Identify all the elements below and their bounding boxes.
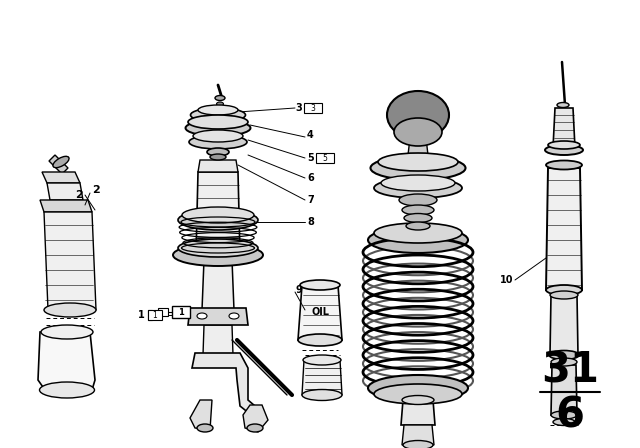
Polygon shape: [298, 285, 342, 340]
Ellipse shape: [191, 108, 246, 122]
Polygon shape: [40, 200, 92, 212]
Ellipse shape: [402, 205, 434, 215]
Ellipse shape: [394, 118, 442, 146]
Ellipse shape: [189, 135, 247, 149]
Polygon shape: [44, 212, 96, 310]
Ellipse shape: [404, 214, 432, 223]
Ellipse shape: [548, 141, 580, 149]
Polygon shape: [49, 155, 68, 174]
Text: 5: 5: [307, 153, 314, 163]
Ellipse shape: [371, 156, 465, 180]
Text: 2: 2: [92, 185, 100, 195]
Text: OIL: OIL: [311, 307, 329, 317]
Text: 3: 3: [295, 103, 301, 113]
Text: 6: 6: [307, 173, 314, 183]
Text: 31: 31: [541, 349, 599, 391]
Ellipse shape: [53, 156, 69, 168]
Polygon shape: [402, 425, 434, 445]
Text: 1: 1: [138, 310, 145, 320]
Ellipse shape: [178, 210, 258, 230]
Ellipse shape: [374, 223, 462, 243]
Polygon shape: [401, 400, 435, 425]
Ellipse shape: [298, 334, 342, 346]
Polygon shape: [42, 172, 80, 183]
Polygon shape: [192, 353, 262, 418]
Ellipse shape: [216, 102, 223, 106]
Ellipse shape: [215, 95, 225, 100]
Polygon shape: [302, 360, 342, 395]
Ellipse shape: [406, 222, 430, 230]
Ellipse shape: [549, 350, 579, 359]
Ellipse shape: [207, 148, 229, 156]
Ellipse shape: [173, 244, 263, 266]
Ellipse shape: [553, 418, 575, 426]
Ellipse shape: [545, 145, 583, 155]
Polygon shape: [190, 400, 212, 430]
Ellipse shape: [387, 91, 449, 139]
Polygon shape: [550, 295, 578, 355]
Ellipse shape: [40, 382, 95, 398]
Ellipse shape: [551, 411, 577, 419]
Ellipse shape: [197, 313, 207, 319]
Ellipse shape: [186, 120, 250, 136]
Ellipse shape: [302, 389, 342, 401]
Text: 8: 8: [307, 217, 314, 227]
Polygon shape: [203, 325, 233, 355]
Polygon shape: [47, 183, 83, 200]
Text: 2: 2: [75, 190, 83, 200]
Polygon shape: [553, 108, 575, 148]
Ellipse shape: [374, 384, 462, 404]
Ellipse shape: [546, 160, 582, 169]
Text: 1: 1: [178, 307, 184, 316]
Ellipse shape: [178, 239, 258, 257]
Polygon shape: [38, 332, 95, 390]
Ellipse shape: [368, 375, 468, 401]
Ellipse shape: [182, 207, 254, 223]
Ellipse shape: [399, 194, 437, 206]
Polygon shape: [202, 260, 234, 310]
Bar: [148, 310, 152, 320]
Ellipse shape: [44, 303, 96, 317]
Text: 9: 9: [295, 285, 301, 295]
Text: 5: 5: [323, 154, 328, 163]
Ellipse shape: [229, 313, 239, 319]
Ellipse shape: [210, 154, 226, 160]
Text: 10: 10: [500, 275, 513, 285]
Ellipse shape: [550, 291, 578, 299]
Ellipse shape: [193, 130, 243, 142]
Ellipse shape: [247, 424, 263, 432]
Polygon shape: [198, 160, 238, 172]
Ellipse shape: [198, 105, 238, 115]
Ellipse shape: [381, 175, 455, 191]
Text: 4: 4: [307, 130, 314, 140]
Bar: [158, 308, 168, 316]
Bar: [172, 306, 190, 318]
Ellipse shape: [557, 103, 569, 108]
Ellipse shape: [300, 280, 340, 290]
Ellipse shape: [551, 358, 577, 366]
Polygon shape: [408, 138, 428, 155]
Polygon shape: [243, 405, 268, 432]
Text: 3: 3: [310, 103, 316, 112]
Polygon shape: [188, 308, 248, 325]
Bar: [148, 310, 162, 320]
Polygon shape: [546, 168, 582, 290]
Ellipse shape: [368, 227, 468, 253]
Text: 1: 1: [152, 310, 157, 319]
Bar: [316, 153, 334, 163]
Ellipse shape: [374, 178, 462, 198]
Ellipse shape: [403, 440, 433, 448]
Ellipse shape: [303, 355, 341, 365]
Ellipse shape: [378, 153, 458, 171]
Text: 7: 7: [307, 195, 314, 205]
Polygon shape: [196, 172, 240, 255]
Bar: [304, 103, 322, 113]
Polygon shape: [551, 365, 577, 415]
Ellipse shape: [402, 396, 434, 405]
Ellipse shape: [188, 115, 248, 129]
Ellipse shape: [197, 424, 213, 432]
Ellipse shape: [546, 285, 582, 295]
Text: 6: 6: [556, 394, 584, 436]
Ellipse shape: [41, 325, 93, 339]
